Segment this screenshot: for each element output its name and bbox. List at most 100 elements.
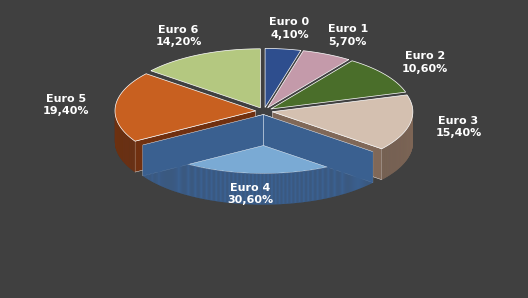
Polygon shape: [165, 156, 166, 188]
Polygon shape: [167, 158, 168, 189]
Polygon shape: [254, 173, 256, 204]
Polygon shape: [288, 173, 289, 204]
Polygon shape: [202, 168, 203, 199]
Polygon shape: [327, 167, 328, 198]
Polygon shape: [333, 166, 334, 197]
Polygon shape: [185, 163, 186, 195]
Polygon shape: [193, 166, 194, 197]
Polygon shape: [347, 162, 348, 193]
Polygon shape: [176, 161, 177, 192]
Polygon shape: [338, 164, 340, 195]
Polygon shape: [243, 173, 245, 204]
Polygon shape: [177, 161, 178, 193]
Polygon shape: [252, 173, 253, 204]
Polygon shape: [370, 153, 371, 184]
Polygon shape: [307, 170, 308, 202]
Polygon shape: [283, 173, 284, 204]
Polygon shape: [163, 156, 164, 187]
Polygon shape: [272, 112, 382, 180]
Polygon shape: [156, 153, 157, 184]
Polygon shape: [318, 169, 319, 200]
Polygon shape: [371, 152, 372, 184]
Polygon shape: [271, 61, 406, 109]
Polygon shape: [357, 158, 358, 190]
Polygon shape: [275, 173, 276, 204]
Polygon shape: [196, 166, 197, 198]
Polygon shape: [292, 172, 294, 203]
Polygon shape: [297, 172, 299, 203]
Polygon shape: [215, 170, 216, 201]
Text: Euro 5
19,40%: Euro 5 19,40%: [43, 94, 90, 117]
Polygon shape: [157, 153, 158, 185]
Polygon shape: [217, 170, 219, 201]
Polygon shape: [190, 165, 192, 196]
Polygon shape: [154, 151, 155, 183]
Polygon shape: [229, 172, 230, 203]
Polygon shape: [303, 171, 304, 202]
Polygon shape: [162, 155, 163, 187]
Polygon shape: [263, 114, 373, 183]
Polygon shape: [295, 172, 296, 203]
Polygon shape: [343, 163, 344, 194]
Polygon shape: [227, 172, 228, 203]
Polygon shape: [241, 173, 242, 204]
Polygon shape: [259, 173, 260, 204]
Polygon shape: [323, 168, 324, 199]
Polygon shape: [135, 111, 256, 172]
Polygon shape: [365, 155, 366, 187]
Polygon shape: [352, 160, 353, 191]
Polygon shape: [342, 163, 343, 195]
Polygon shape: [146, 148, 147, 179]
Polygon shape: [284, 173, 286, 204]
Text: Euro 6
14,20%: Euro 6 14,20%: [155, 25, 202, 47]
Polygon shape: [183, 163, 185, 194]
Polygon shape: [144, 146, 145, 177]
Polygon shape: [212, 170, 213, 201]
Polygon shape: [225, 171, 227, 202]
Polygon shape: [316, 169, 317, 200]
Polygon shape: [286, 173, 287, 204]
Polygon shape: [354, 159, 355, 191]
Polygon shape: [317, 169, 318, 200]
Polygon shape: [171, 159, 172, 190]
Polygon shape: [309, 170, 310, 201]
Polygon shape: [369, 153, 370, 185]
Polygon shape: [213, 170, 215, 201]
Polygon shape: [143, 114, 373, 174]
Polygon shape: [313, 170, 314, 201]
Polygon shape: [143, 114, 263, 176]
Polygon shape: [158, 154, 159, 185]
Polygon shape: [308, 170, 309, 201]
Polygon shape: [253, 173, 254, 204]
Polygon shape: [145, 146, 146, 178]
Polygon shape: [287, 173, 288, 204]
Polygon shape: [372, 152, 373, 183]
Polygon shape: [175, 160, 176, 192]
Polygon shape: [153, 151, 154, 182]
Polygon shape: [242, 173, 243, 204]
Polygon shape: [345, 162, 346, 193]
Polygon shape: [351, 161, 352, 192]
Polygon shape: [366, 154, 367, 186]
Polygon shape: [364, 156, 365, 187]
Polygon shape: [340, 164, 341, 195]
Polygon shape: [328, 167, 329, 198]
Polygon shape: [230, 172, 232, 203]
Polygon shape: [320, 168, 322, 199]
Text: Euro 3
15,40%: Euro 3 15,40%: [436, 116, 482, 138]
Polygon shape: [155, 152, 156, 184]
Polygon shape: [249, 173, 250, 204]
Polygon shape: [268, 173, 269, 204]
Polygon shape: [248, 173, 249, 204]
Polygon shape: [164, 156, 165, 187]
Polygon shape: [314, 169, 316, 201]
Polygon shape: [179, 162, 180, 193]
Polygon shape: [195, 166, 196, 197]
Polygon shape: [194, 166, 195, 197]
Polygon shape: [348, 161, 350, 193]
Polygon shape: [268, 51, 349, 108]
Polygon shape: [331, 166, 332, 198]
Polygon shape: [276, 173, 277, 204]
Polygon shape: [256, 173, 257, 204]
Polygon shape: [265, 49, 301, 108]
